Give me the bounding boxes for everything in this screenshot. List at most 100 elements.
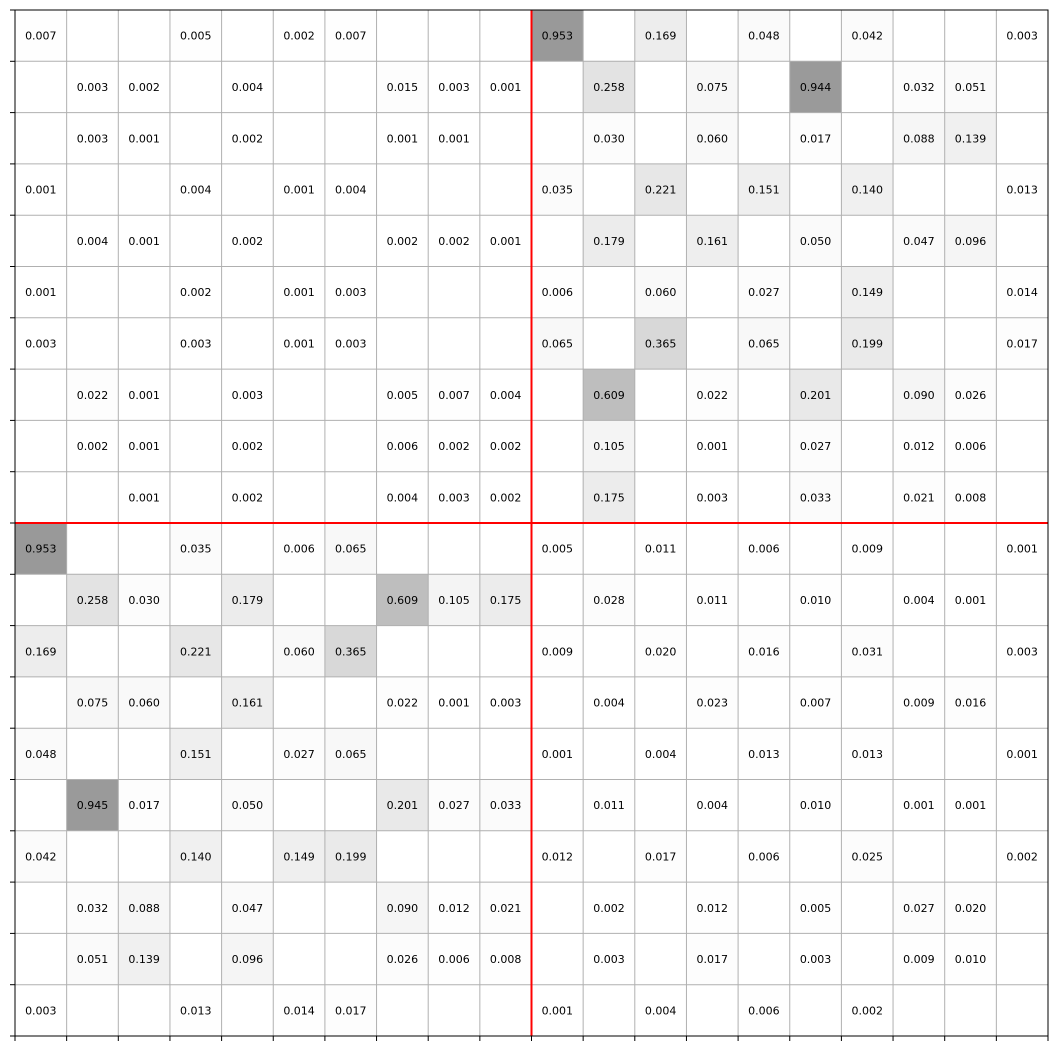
heatmap-cell-r6-c12 (634, 317, 687, 370)
heatmap-cell-r12-c14 (738, 625, 790, 677)
cell-label-r15-c15: 0.010 (800, 799, 832, 812)
heatmap-cell-r19-c0 (15, 984, 67, 1036)
cell-label-r15-c9: 0.033 (490, 799, 522, 812)
cell-label-r18-c18: 0.010 (955, 953, 987, 966)
heatmap-cell-r17-c13 (686, 882, 739, 934)
cell-label-r13-c11: 0.004 (593, 697, 625, 710)
cells-layer (15, 10, 1048, 1036)
heatmap-cell-r4-c2 (118, 215, 170, 267)
cell-label-r13-c13: 0.023 (697, 697, 729, 710)
cell-label-r1-c13: 0.075 (697, 81, 729, 94)
heatmap-cell-r5-c10 (531, 266, 584, 318)
cell-label-r0-c3: 0.005 (180, 30, 212, 43)
cell-label-r18-c7: 0.026 (387, 953, 419, 966)
cell-label-r11-c17: 0.004 (903, 594, 935, 607)
heatmap-cell-r2-c8 (428, 112, 480, 164)
cell-label-r1-c11: 0.258 (593, 81, 625, 94)
cell-label-r10-c6: 0.065 (335, 543, 367, 556)
cell-label-r9-c18: 0.008 (955, 491, 987, 504)
cell-label-r16-c16: 0.025 (851, 850, 883, 863)
heatmap-cell-r13-c17 (893, 676, 945, 729)
heatmap-cell-r4-c11 (583, 215, 635, 267)
heatmap-cell-r15-c8 (428, 779, 480, 831)
heatmap-cell-r8-c8 (428, 420, 480, 472)
cell-label-r4-c4: 0.002 (232, 235, 264, 248)
heatmap-cell-r18-c9 (479, 933, 532, 985)
cell-label-r4-c18: 0.096 (955, 235, 987, 248)
heatmap-cell-r15-c1 (66, 779, 119, 831)
cell-label-r19-c12: 0.004 (645, 1004, 677, 1017)
cell-label-r15-c18: 0.001 (955, 799, 987, 812)
cell-label-r7-c11: 0.609 (593, 389, 625, 402)
cell-label-r15-c11: 0.011 (593, 799, 625, 812)
heatmap-cell-r12-c19 (996, 625, 1048, 677)
divider-layer (15, 10, 1048, 1036)
heatmap-cell-r14-c19 (996, 728, 1048, 780)
heatmap-cell-r9-c15 (789, 471, 842, 523)
heatmap-cell-r8-c2 (118, 420, 170, 472)
heatmap-cell-r17-c2 (118, 882, 170, 934)
cell-label-r10-c0: 0.953 (25, 543, 57, 556)
cell-label-r15-c4: 0.050 (232, 799, 264, 812)
cell-label-r16-c14: 0.006 (748, 850, 780, 863)
cell-label-r14-c0: 0.048 (25, 748, 57, 761)
heatmap-cell-r19-c6 (324, 984, 377, 1036)
cell-label-r14-c19: 0.001 (1006, 748, 1038, 761)
cell-label-r12-c6: 0.365 (335, 645, 367, 658)
cell-label-r0-c10: 0.953 (542, 30, 574, 43)
heatmap-cell-r11-c9 (479, 574, 532, 626)
heatmap-cell-r18-c8 (428, 933, 480, 985)
cell-label-r1-c18: 0.051 (955, 81, 987, 94)
heatmap-cell-r9-c17 (893, 471, 945, 523)
heatmap-cell-r6-c5 (273, 317, 325, 370)
heatmap-cell-r3-c0 (15, 163, 67, 216)
cell-label-r14-c10: 0.001 (542, 748, 574, 761)
cell-label-r14-c16: 0.013 (851, 748, 883, 761)
cell-label-r10-c3: 0.035 (180, 543, 212, 556)
heatmap-cell-r7-c7 (376, 369, 429, 421)
cell-label-r18-c9: 0.008 (490, 953, 522, 966)
heatmap-cell-r8-c4 (221, 420, 274, 472)
heatmap-cell-r6-c16 (841, 317, 894, 370)
heatmap-cell-r18-c1 (66, 933, 119, 985)
cell-label-r5-c5: 0.001 (283, 286, 315, 299)
cell-label-r15-c8: 0.027 (438, 799, 470, 812)
cell-label-r2-c13: 0.060 (697, 132, 729, 145)
cell-label-r9-c15: 0.033 (800, 491, 832, 504)
cell-label-r12-c3: 0.221 (180, 645, 212, 658)
heatmap-cell-r17-c18 (944, 882, 997, 934)
heatmap-cell-r15-c11 (583, 779, 635, 831)
heatmap-cell-r0-c12 (634, 10, 687, 62)
heatmap-cell-r17-c1 (66, 882, 119, 934)
cell-label-r5-c14: 0.027 (748, 286, 780, 299)
cell-label-r7-c4: 0.003 (232, 389, 264, 402)
heatmap-cell-r7-c18 (944, 369, 997, 421)
cell-label-r9-c9: 0.002 (490, 491, 522, 504)
cell-label-r12-c16: 0.031 (851, 645, 883, 658)
cell-label-r17-c4: 0.047 (232, 902, 264, 915)
cell-label-r2-c1: 0.003 (77, 132, 109, 145)
heatmap-cell-r9-c13 (686, 471, 739, 523)
heatmap-cell-r16-c3 (169, 830, 222, 883)
cell-label-r2-c11: 0.030 (593, 132, 625, 145)
cell-label-r16-c10: 0.012 (542, 850, 574, 863)
cell-label-r17-c13: 0.012 (697, 902, 729, 915)
cell-label-r13-c2: 0.060 (128, 697, 160, 710)
cell-label-r16-c6: 0.199 (335, 850, 367, 863)
heatmap-cell-r7-c9 (479, 369, 532, 421)
heatmap-cell-r2-c15 (789, 112, 842, 164)
cell-label-r9-c8: 0.003 (438, 491, 470, 504)
cell-label-r17-c2: 0.088 (128, 902, 160, 915)
heatmap-cell-r4-c1 (66, 215, 119, 267)
heatmap-cell-r6-c3 (169, 317, 222, 370)
cell-label-r6-c19: 0.017 (1006, 337, 1038, 350)
heatmap-cell-r2-c17 (893, 112, 945, 164)
heatmap-cell-r10-c16 (841, 523, 894, 575)
heatmap-cell-r18-c4 (221, 933, 274, 985)
heatmap-cell-r19-c14 (738, 984, 790, 1036)
cell-label-r12-c5: 0.060 (283, 645, 315, 658)
heatmap-cell-r11-c4 (221, 574, 274, 626)
heatmap-cell-r6-c6 (324, 317, 377, 370)
cell-label-r14-c3: 0.151 (180, 748, 212, 761)
heatmap-cell-r14-c0 (15, 728, 67, 780)
